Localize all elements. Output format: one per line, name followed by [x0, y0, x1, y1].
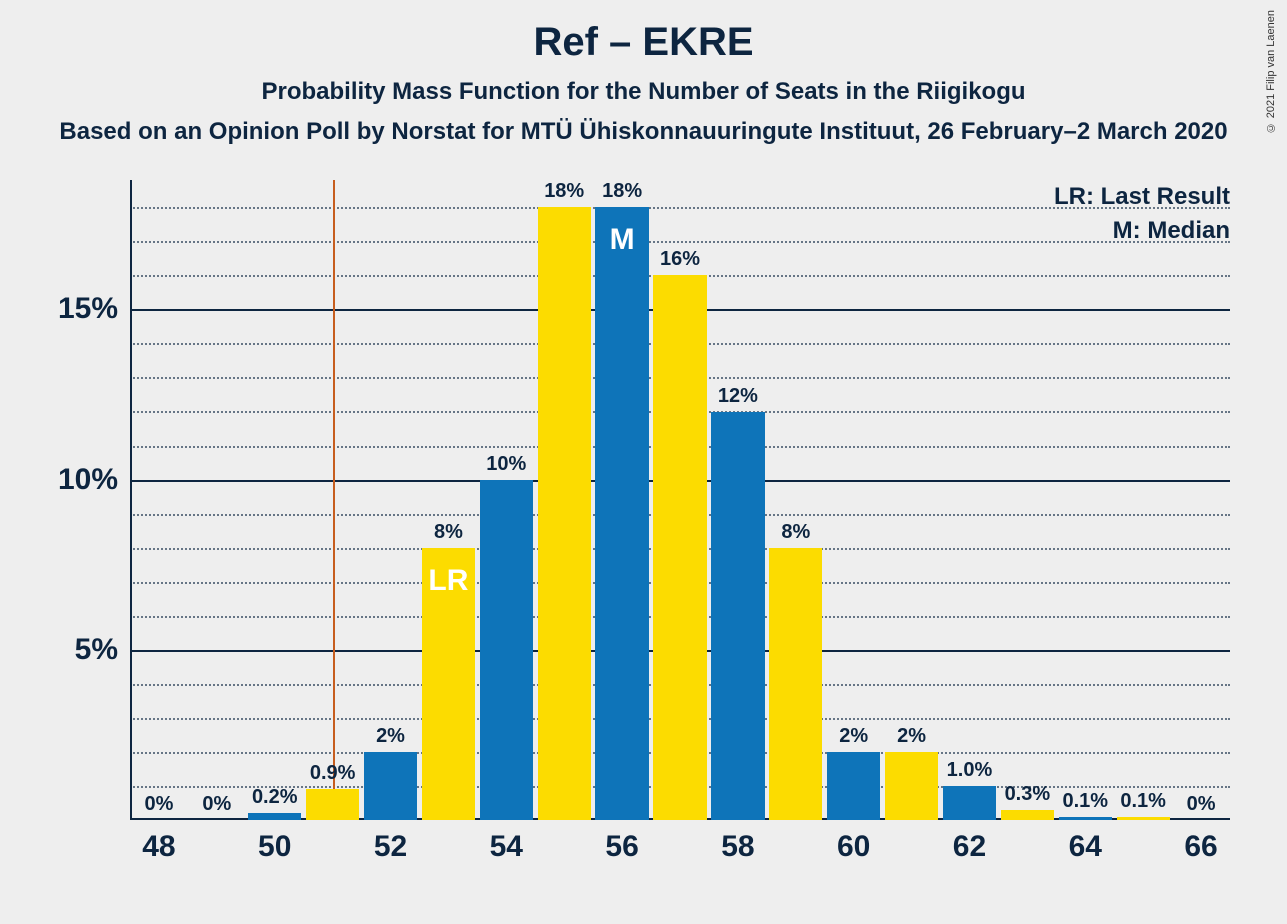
bar-value-label: 0.1% [1120, 790, 1166, 813]
bar-value-label: 8% [781, 521, 810, 544]
bar [1117, 817, 1170, 820]
legend-m: M: Median [1054, 214, 1230, 248]
bar [595, 207, 648, 820]
bar [1059, 817, 1112, 820]
bar-value-label: 1.0% [947, 759, 993, 782]
chart-container: © 2021 Filip van Laenen Ref – EKRE Proba… [0, 0, 1287, 924]
bar-value-label: 10% [486, 453, 526, 476]
bar [653, 275, 706, 820]
bar [885, 752, 938, 820]
y-tick-label: 10% [58, 463, 130, 497]
median-marker: M [610, 223, 635, 257]
bar-value-label: 0.2% [252, 786, 298, 809]
plot-area: 5%10%15%485052545658606264660%0%0.2%0.9%… [130, 180, 1230, 820]
legend: LR: Last Result M: Median [1054, 180, 1230, 247]
bar-value-label: 0% [144, 793, 173, 816]
bar [306, 789, 359, 820]
legend-lr: LR: Last Result [1054, 180, 1230, 214]
lr-vertical-line [333, 180, 335, 820]
bar [538, 207, 591, 820]
bar [827, 752, 880, 820]
x-tick-label: 66 [1184, 820, 1217, 864]
bar-value-label: 0.1% [1062, 790, 1108, 813]
last-result-marker: LR [428, 564, 468, 598]
bar [480, 480, 533, 820]
chart-subtitle: Probability Mass Function for the Number… [0, 78, 1287, 106]
x-tick-label: 52 [374, 820, 407, 864]
bar [769, 548, 822, 820]
x-tick-label: 56 [605, 820, 638, 864]
bar-value-label: 2% [376, 725, 405, 748]
x-tick-label: 48 [142, 820, 175, 864]
chart-note: Based on an Opinion Poll by Norstat for … [0, 118, 1287, 146]
bar-value-label: 18% [544, 180, 584, 203]
x-tick-label: 64 [1069, 820, 1102, 864]
x-tick-label: 60 [837, 820, 870, 864]
x-tick-label: 50 [258, 820, 291, 864]
bar [943, 786, 996, 820]
chart-title: Ref – EKRE [0, 20, 1287, 65]
bar-value-label: 12% [718, 385, 758, 408]
x-tick-label: 62 [953, 820, 986, 864]
bar-value-label: 2% [897, 725, 926, 748]
bar [1001, 810, 1054, 820]
bar-value-label: 16% [660, 248, 700, 271]
bar [248, 813, 301, 820]
bar-value-label: 0.9% [310, 762, 356, 785]
bar-value-label: 18% [602, 180, 642, 203]
bar [711, 412, 764, 821]
bar-value-label: 8% [434, 521, 463, 544]
y-tick-label: 5% [75, 633, 130, 667]
bar-value-label: 2% [839, 725, 868, 748]
bar-value-label: 0% [202, 793, 231, 816]
bar-value-label: 0% [1187, 793, 1216, 816]
y-tick-label: 15% [58, 292, 130, 326]
x-tick-label: 54 [490, 820, 523, 864]
x-tick-label: 58 [721, 820, 754, 864]
bar [364, 752, 417, 820]
bar-value-label: 0.3% [1005, 783, 1051, 806]
